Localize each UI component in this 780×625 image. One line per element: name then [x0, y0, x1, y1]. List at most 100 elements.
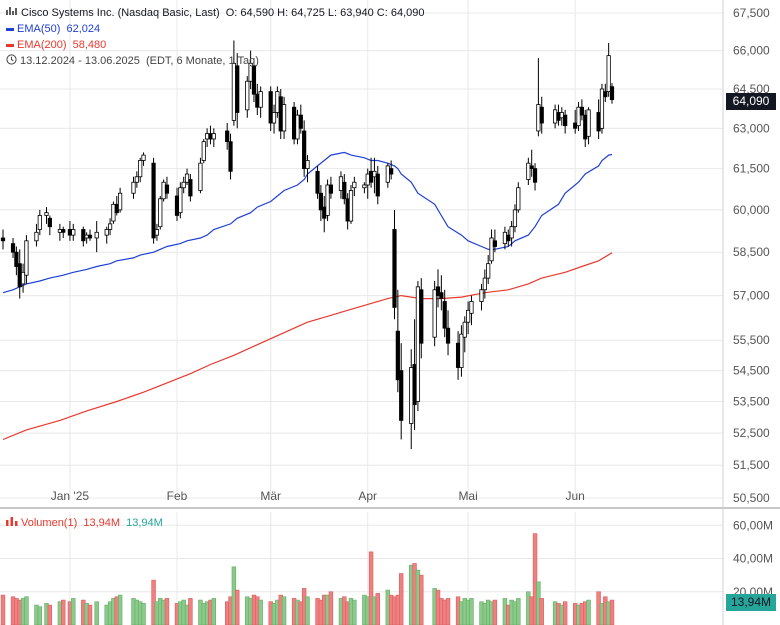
candle[interactable]	[348, 184, 354, 224]
candle[interactable]	[419, 278, 424, 359]
candle[interactable]	[573, 109, 578, 134]
candle[interactable]	[553, 104, 558, 129]
volume-bar[interactable]	[94, 601, 99, 625]
candle[interactable]	[14, 246, 19, 276]
candle[interactable]	[529, 149, 534, 177]
legend-ema200[interactable]: EMA(200) 58,480	[6, 38, 109, 52]
candle[interactable]	[57, 223, 62, 241]
candle[interactable]	[61, 226, 66, 238]
candle[interactable]	[375, 165, 380, 205]
volume-bar[interactable]	[47, 604, 53, 625]
candle[interactable]	[322, 196, 327, 233]
volume-bar[interactable]	[352, 599, 357, 625]
candle[interactable]	[10, 237, 16, 258]
candle[interactable]	[164, 176, 170, 199]
volume-bar[interactable]	[586, 599, 591, 625]
candle[interactable]	[198, 157, 203, 194]
candle[interactable]	[395, 289, 400, 393]
candle[interactable]	[67, 221, 73, 241]
candle[interactable]	[298, 104, 303, 134]
volume-bar[interactable]	[281, 596, 287, 625]
candle[interactable]	[107, 218, 113, 236]
candle[interactable]	[71, 223, 76, 241]
candle[interactable]	[328, 176, 334, 199]
volume-bar[interactable]	[211, 598, 217, 625]
candle[interactable]	[432, 281, 437, 347]
candle[interactable]	[559, 107, 564, 126]
candle[interactable]	[24, 235, 29, 284]
volume-bar[interactable]	[188, 598, 193, 625]
candle[interactable]	[599, 83, 605, 134]
volume-bar[interactable]	[61, 599, 66, 625]
candle[interactable]	[516, 182, 521, 213]
candle[interactable]	[161, 179, 166, 202]
candle[interactable]	[81, 226, 86, 247]
candle[interactable]	[251, 58, 257, 102]
volume-bar[interactable]	[398, 573, 404, 625]
candle[interactable]	[0, 229, 6, 250]
candle[interactable]	[536, 58, 541, 137]
volume-bar[interactable]	[532, 533, 538, 625]
volume-bar[interactable]	[164, 598, 170, 625]
candle[interactable]	[583, 109, 588, 147]
candle[interactable]	[482, 269, 487, 299]
candle[interactable]	[305, 155, 310, 183]
candle[interactable]	[409, 349, 414, 450]
candle[interactable]	[211, 128, 216, 147]
candle[interactable]	[455, 331, 461, 380]
candle[interactable]	[44, 207, 49, 224]
candle[interactable]	[178, 182, 183, 219]
volume-bar[interactable]	[469, 598, 474, 625]
candle[interactable]	[596, 99, 601, 139]
volume-bar[interactable]	[445, 598, 451, 625]
volume-bar[interactable]	[87, 604, 93, 625]
candle[interactable]	[532, 163, 538, 191]
candle[interactable]	[586, 107, 591, 145]
candle[interactable]	[131, 176, 136, 199]
candle[interactable]	[235, 53, 240, 129]
candle[interactable]	[526, 157, 531, 185]
candle[interactable]	[412, 319, 417, 430]
candle[interactable]	[502, 226, 508, 250]
volume-bar[interactable]	[539, 598, 544, 625]
volume-bar[interactable]	[235, 589, 240, 625]
candle[interactable]	[138, 157, 143, 183]
candle[interactable]	[245, 76, 250, 118]
candle[interactable]	[20, 263, 26, 293]
candle[interactable]	[17, 249, 22, 299]
candle[interactable]	[94, 221, 99, 253]
volume-bar[interactable]	[24, 596, 29, 625]
volume-bar[interactable]	[37, 606, 43, 625]
candle[interactable]	[201, 138, 206, 164]
volume-bar[interactable]	[419, 574, 424, 625]
candle[interactable]	[345, 193, 350, 230]
candle[interactable]	[205, 128, 210, 147]
candle[interactable]	[512, 204, 518, 233]
candle[interactable]	[37, 209, 42, 236]
volume-bar[interactable]	[609, 599, 615, 625]
candle[interactable]	[368, 157, 374, 188]
candle[interactable]	[442, 289, 447, 338]
volume-bar[interactable]	[141, 603, 146, 625]
candle[interactable]	[338, 171, 344, 199]
legend-ema50[interactable]: EMA(50) 62,024	[6, 22, 103, 36]
candle[interactable]	[372, 157, 377, 194]
volume-bar[interactable]	[258, 599, 263, 625]
candle[interactable]	[154, 223, 160, 241]
candle[interactable]	[385, 163, 390, 188]
candle[interactable]	[151, 157, 156, 244]
candle[interactable]	[466, 301, 471, 335]
candle[interactable]	[556, 104, 561, 126]
candle[interactable]	[392, 209, 397, 320]
legend-volume[interactable]: Volumen(1) 13,94M 13,94M	[6, 516, 166, 530]
candle[interactable]	[462, 316, 467, 353]
volume-bar[interactable]	[562, 601, 568, 625]
candle[interactable]	[184, 168, 190, 185]
candle[interactable]	[509, 221, 514, 247]
candle[interactable]	[295, 109, 300, 145]
candle[interactable]	[104, 226, 109, 244]
candle[interactable]	[47, 215, 52, 236]
candle[interactable]	[268, 86, 273, 131]
candle[interactable]	[459, 325, 464, 377]
volume-bar[interactable]	[0, 594, 6, 625]
